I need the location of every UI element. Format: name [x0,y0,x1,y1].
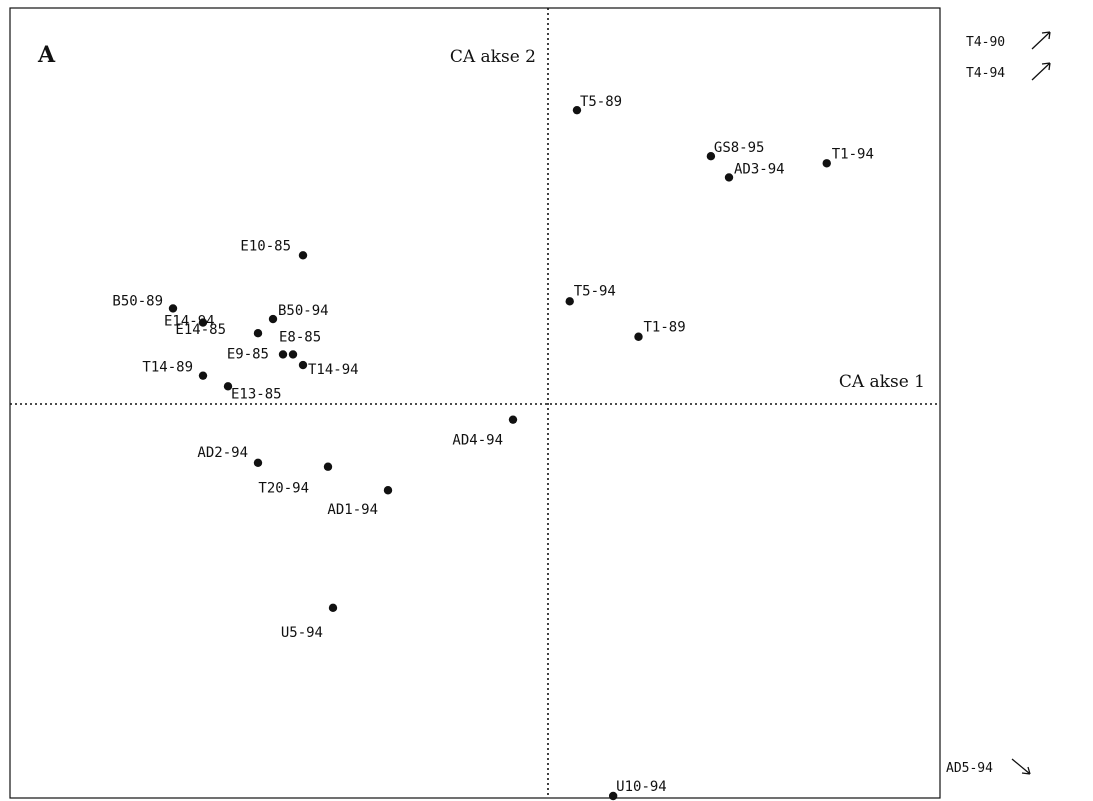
point-label: E13-85 [231,386,282,402]
point-marker [383,486,393,495]
point-marker [298,360,308,370]
point-marker [198,318,208,327]
data-point-u10-94: U10-94 [608,779,667,801]
point-label: E14-85 [175,322,226,338]
point-marker [298,251,308,260]
arrow-icon [1011,758,1031,775]
point-label: U5-94 [281,625,323,641]
point-label: T5-89 [580,94,622,110]
y-axis-title: CA akse 2 [450,47,536,67]
point-label: AD1-94 [327,502,378,518]
x-axis-title: CA akse 1 [839,372,925,392]
data-point-ad3-94: AD3-94 [724,161,785,182]
panel-label: A [37,42,56,68]
data-point-e13-85: E13-85 [223,382,282,402]
point-marker [328,603,338,613]
point-label: B50-89 [112,293,163,309]
data-point-u5-94: U5-94 [281,603,338,641]
point-label: U10-94 [616,779,667,795]
point-label: T1-89 [644,320,686,336]
off-chart-marker-ad5-94: AD5-94 [946,758,1031,776]
off-chart-marker-t4-90: T4-90 [966,31,1051,50]
data-point-ad1-94: AD1-94 [327,486,393,518]
data-point-b50-94: B50-94 [268,303,329,324]
point-marker [323,462,333,471]
data-point-ad2-94: AD2-94 [197,445,263,467]
data-point-e9-85: E9-85 [227,346,298,362]
point-label: T1-94 [832,146,874,162]
data-point-ad4-94: AD4-94 [452,415,518,449]
point-marker [223,382,233,391]
point-label: T20-94 [258,481,309,497]
data-point-t20-94: T20-94 [258,462,333,497]
point-label: B50-94 [278,303,329,319]
data-point-t5-94: T5-94 [565,283,616,306]
off-chart-label: T4-90 [966,35,1005,50]
point-marker [706,152,716,161]
point-marker [288,350,298,359]
points-layer: T5-89 GS8-95 T1-94 AD3-94 E10-85 T5-94 T1-89 B5… [112,94,874,801]
point-marker [724,173,734,182]
off-chart-label: AD5-94 [946,761,993,776]
data-point-t1-94: T1-94 [822,146,874,168]
point-marker [565,297,574,306]
data-point-e14-85: E14-85 [175,322,263,338]
point-marker [253,329,263,338]
data-point-b50-89: B50-89 [112,293,178,313]
point-label: E10-85 [240,238,291,254]
point-label: AD2-94 [197,445,248,461]
point-label: E9-85 [227,346,269,362]
point-marker [253,458,263,467]
data-point-e10-85: E10-85 [240,238,308,260]
arrow-icon [1031,62,1051,81]
data-point-t5-89: T5-89 [572,94,622,115]
point-label: E14-94 [164,314,215,330]
point-marker [268,314,278,324]
point-marker [278,350,288,359]
data-point-t1-89: T1-89 [634,320,686,341]
data-point-e14-94: E14-94 [164,314,215,330]
point-marker [608,791,618,801]
plot-frame [9,7,941,799]
off-chart-markers: T4-90 T4-94 AD5-94 [946,31,1051,776]
data-point-gs8-95: GS8-95 [706,140,765,161]
data-point-t14-94: T14-94 [298,360,359,378]
point-marker [822,159,831,168]
point-marker [168,304,178,313]
point-label: T14-94 [308,362,359,378]
off-chart-label: T4-94 [966,66,1005,81]
point-marker [508,415,518,424]
arrow-icon [1031,31,1051,50]
point-marker [572,105,582,115]
point-label: GS8-95 [714,140,765,156]
data-point-e8-85: E8-85 [278,329,321,359]
off-chart-marker-t4-94: T4-94 [966,62,1051,81]
point-label: T5-94 [574,283,616,299]
point-marker [634,332,643,341]
point-label: T14-89 [142,360,193,376]
point-label: AD4-94 [452,433,503,449]
data-point-t14-89: T14-89 [142,360,208,380]
point-label: AD3-94 [734,161,785,177]
point-marker [198,371,208,380]
point-label: E8-85 [279,329,321,345]
